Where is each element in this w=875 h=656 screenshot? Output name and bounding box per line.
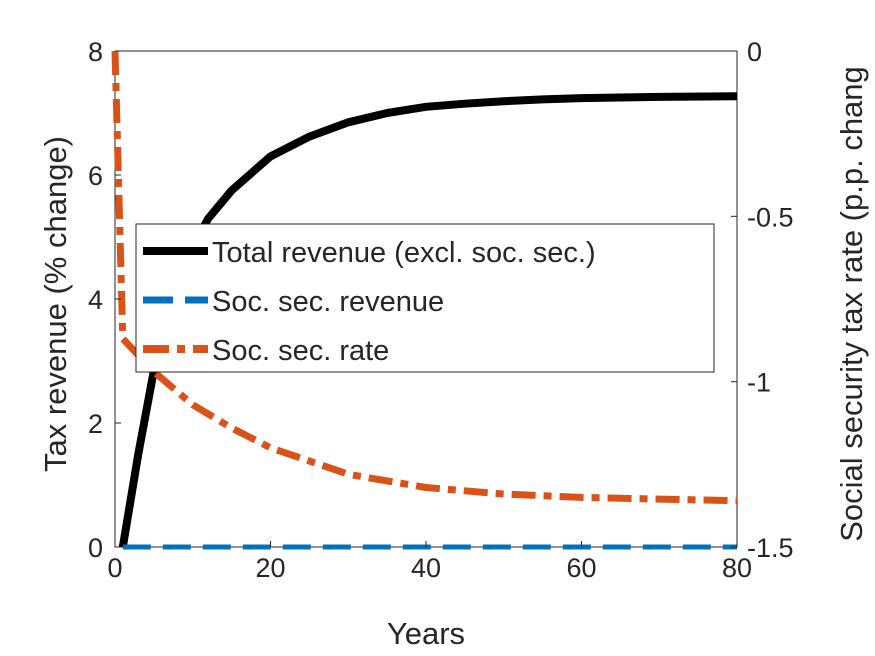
x-tick-label-1: 20 xyxy=(255,553,285,583)
y-right-tick-label-2: -0.5 xyxy=(747,202,794,232)
x-tick-label-4: 80 xyxy=(722,553,752,583)
y-left-tick-label-2: 4 xyxy=(88,285,103,315)
series-line-soc-sec-rate xyxy=(111,50,738,505)
y-left-axis-label: Tax revenue (% change) xyxy=(38,136,73,472)
legend: Total revenue (excl. soc. sec.) Soc. sec… xyxy=(135,223,715,373)
y-left-tick-label-4: 8 xyxy=(88,37,103,67)
ticks-layer: 0 20 40 60 80 0 2 4 6 8 -1.5 -1 -0.5 0 xyxy=(88,37,794,583)
y-right-tick-label-0: -1.5 xyxy=(747,533,794,563)
y-left-tick-label-1: 2 xyxy=(88,409,103,439)
y-left-tick-label-0: 0 xyxy=(88,533,103,563)
x-tick-label-2: 40 xyxy=(411,553,441,583)
legend-label-total-revenue: Total revenue (excl. soc. sec.) xyxy=(212,237,596,269)
legend-label-soc-sec-revenue: Soc. sec. revenue xyxy=(212,286,444,318)
legend-box xyxy=(135,223,715,373)
x-axis-label: Years xyxy=(387,616,465,651)
y-right-tick-label-1: -1 xyxy=(747,368,771,398)
legend-label-soc-sec-rate: Soc. sec. rate xyxy=(212,335,389,367)
y-right-tick-label-3: 0 xyxy=(747,37,762,67)
y-right-axis-label: Social security tax rate (p.p. chang xyxy=(834,66,869,542)
x-tick-label-0: 0 xyxy=(107,553,122,583)
x-tick-label-3: 60 xyxy=(566,553,596,583)
y-left-tick-label-3: 6 xyxy=(88,161,103,191)
